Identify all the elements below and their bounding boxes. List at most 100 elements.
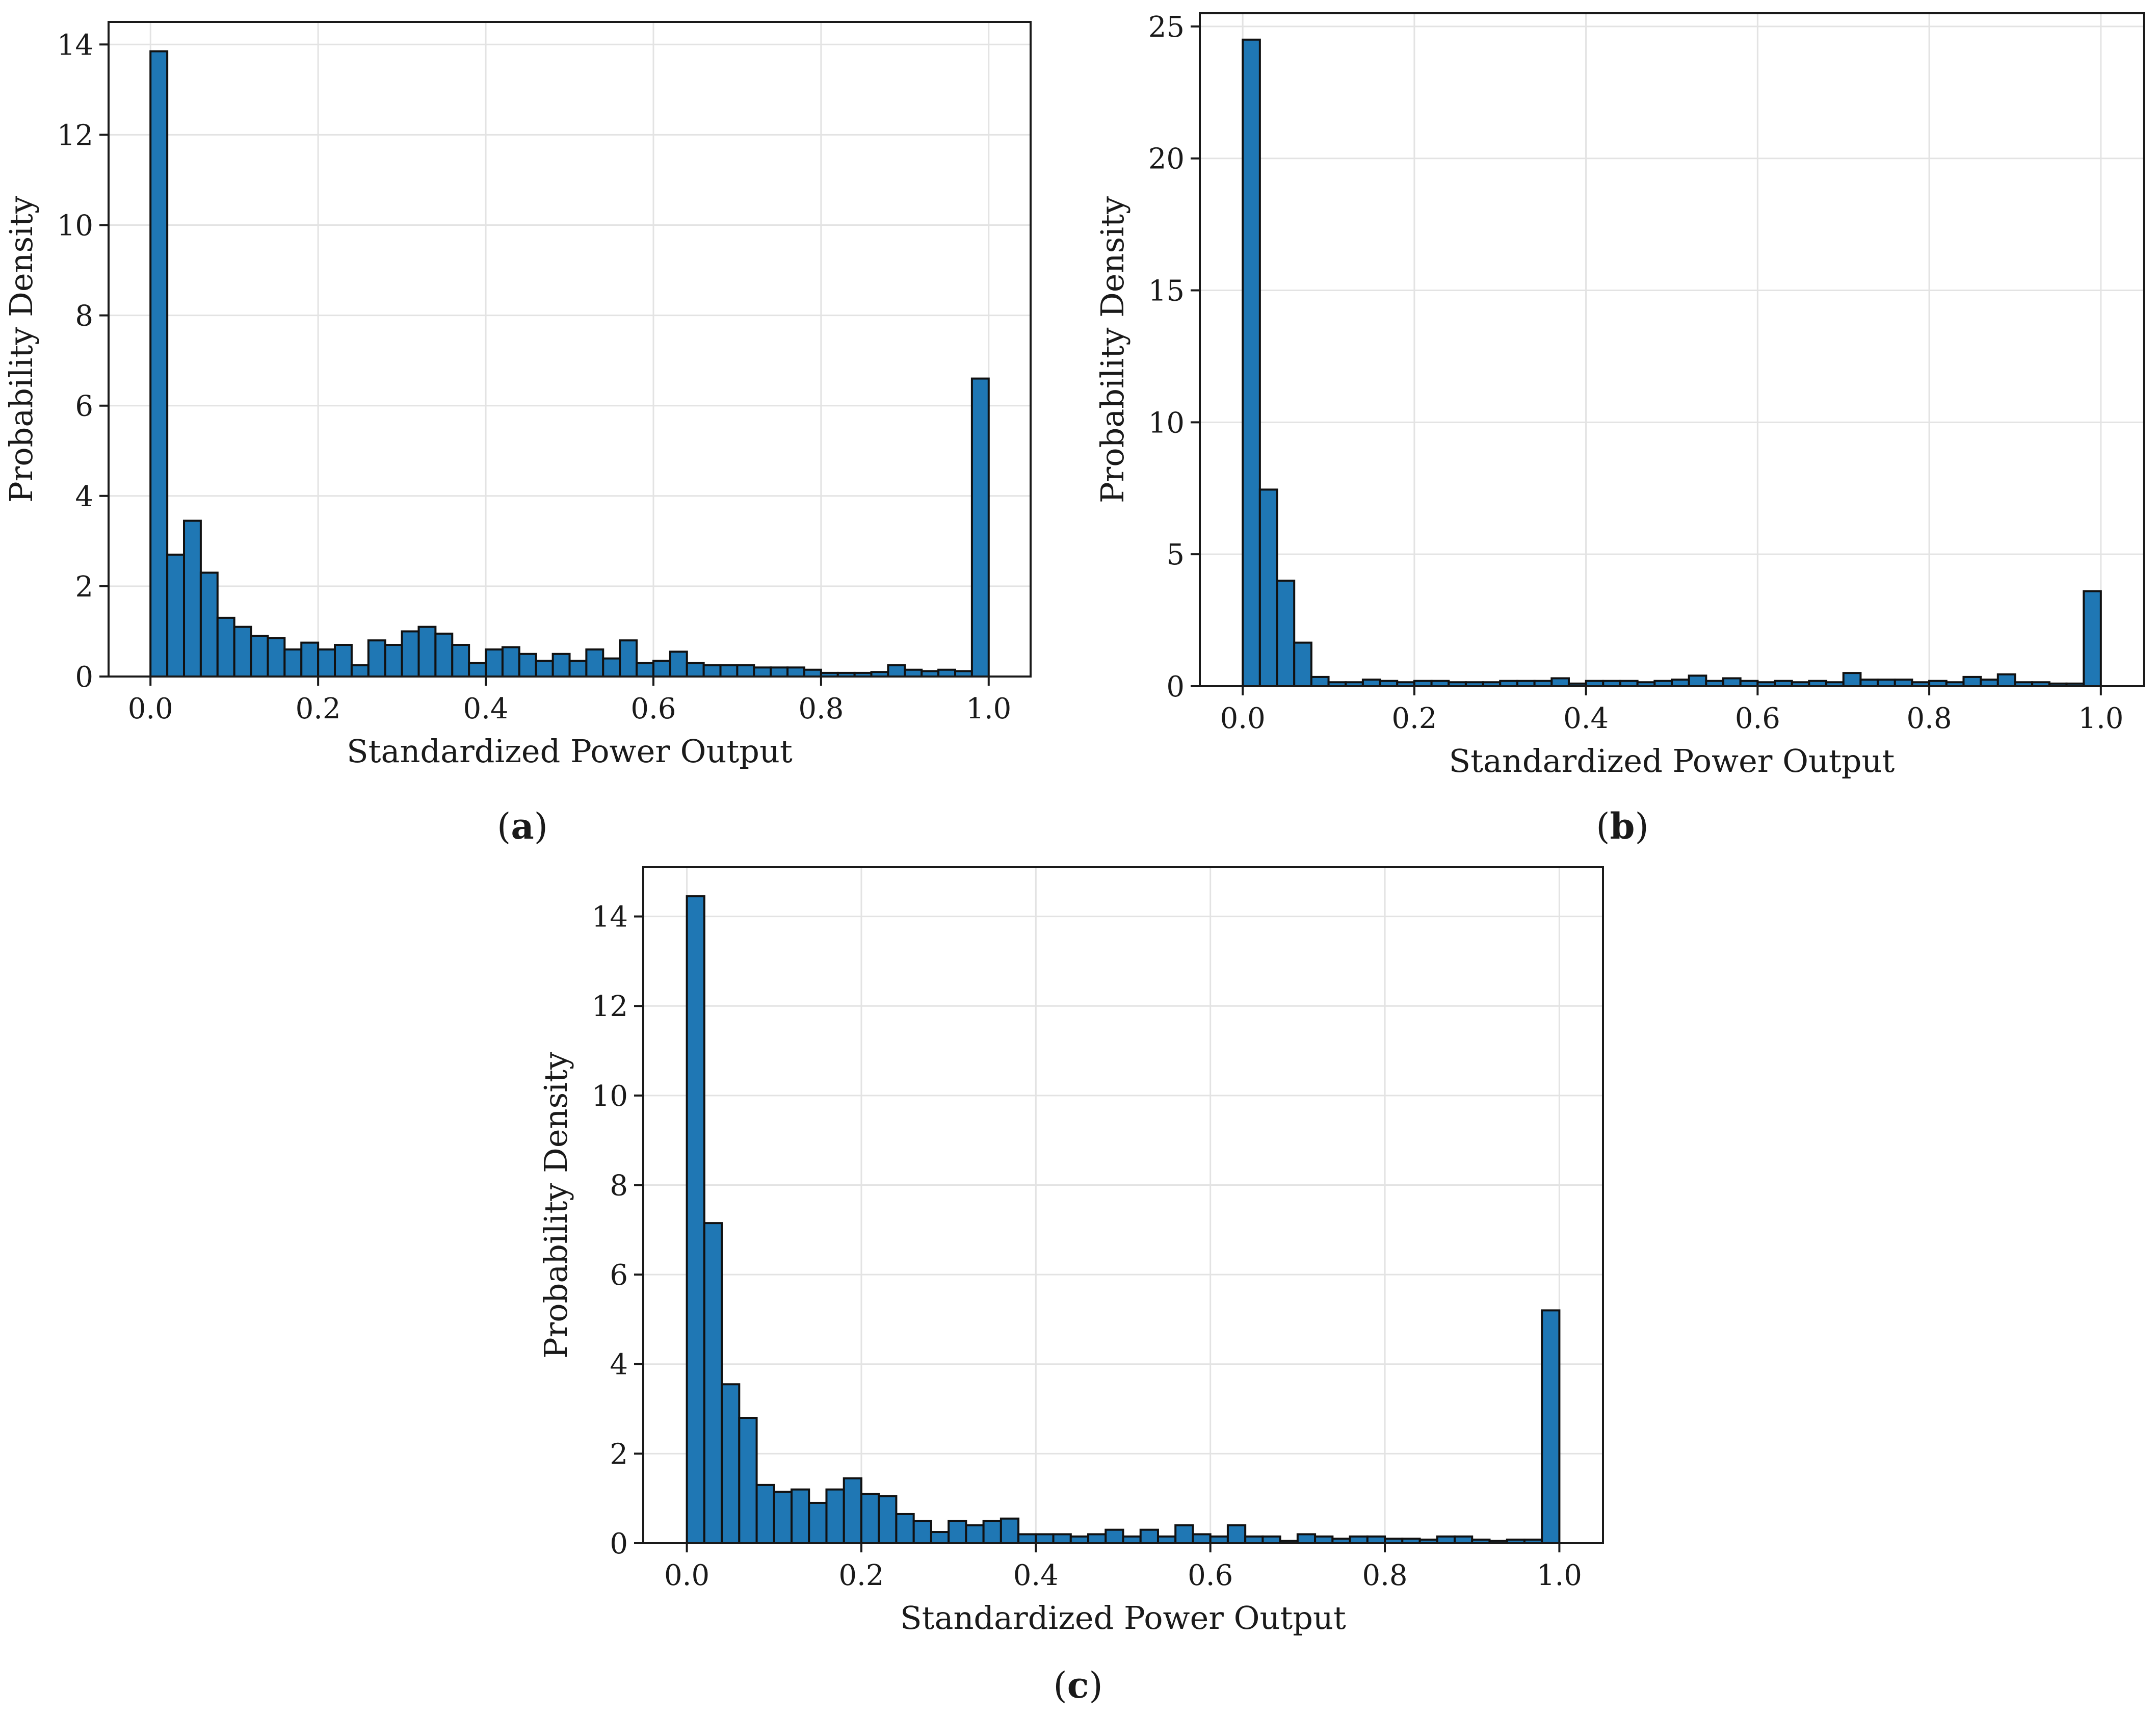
histogram-bar — [417, 626, 437, 678]
x-axis-label: Standardized Power Output — [1449, 742, 1895, 779]
histogram-bar — [1541, 1309, 1561, 1545]
histogram-bar — [384, 644, 403, 678]
histogram-bar — [808, 1501, 828, 1544]
y-tick-label: 6 — [75, 390, 93, 423]
x-tick-label: 1.0 — [2078, 702, 2123, 735]
histogram-bar — [636, 662, 654, 678]
y-tick-label: 4 — [75, 480, 93, 513]
histogram-bar — [786, 666, 805, 678]
histogram-bar — [1052, 1533, 1072, 1544]
histogram-bar — [736, 664, 755, 678]
histogram-bar — [199, 571, 219, 678]
histogram-bar — [1293, 641, 1312, 688]
histogram-bar — [518, 653, 537, 678]
histogram-bar — [300, 641, 320, 678]
chart-panel-3: 0.0 0.2 0.4 0.6 0.8 1.0 0 2 4 6 8 10 12 14 Standardize… — [537, 866, 1604, 1706]
histogram-bar — [551, 653, 571, 678]
histogram-bar — [721, 1383, 741, 1545]
histogram-bar — [334, 644, 353, 678]
x-tick-label: 1.0 — [966, 692, 1011, 725]
histogram-bar — [702, 664, 722, 678]
histogram-bar — [1310, 675, 1330, 687]
histogram-bar — [1688, 674, 1707, 687]
histogram-bar — [535, 660, 554, 678]
histogram-bar — [1722, 677, 1742, 687]
histogram-bar — [753, 666, 772, 678]
x-tick-label: 0.8 — [1362, 1559, 1408, 1592]
y-tick-label: 20 — [1148, 143, 1185, 176]
histogram-bar — [619, 639, 638, 678]
chart-panel-2: 0.0 0.2 0.4 0.6 0.8 1.0 0 5 10 15 20 25 Standardized… — [1094, 11, 2145, 847]
histogram-bar — [233, 626, 252, 678]
histogram-bar — [568, 660, 588, 678]
histogram-bar — [216, 616, 235, 678]
histogram-bar — [843, 1477, 862, 1545]
y-tick-label: 2 — [610, 1438, 628, 1471]
x-tick-label: 0.2 — [1391, 702, 1437, 735]
histogram-bar — [602, 657, 621, 678]
histogram-bar — [669, 651, 688, 678]
histogram-bar — [930, 1531, 950, 1545]
y-tick-label: 10 — [57, 209, 93, 242]
histogram-bar — [1296, 1533, 1317, 1544]
histogram-bar — [686, 662, 705, 678]
y-tick-label: 14 — [592, 901, 628, 934]
y-tick-label: 12 — [592, 990, 628, 1023]
y-axis-label: Probability Density — [1094, 196, 1131, 503]
panel-label: (a) — [497, 805, 548, 847]
histogram-bar — [1226, 1524, 1247, 1545]
y-tick-label: 15 — [1148, 275, 1185, 308]
histogram-bar — [825, 1488, 845, 1545]
histogram-bar — [860, 1493, 880, 1545]
histogram-bar — [878, 1495, 898, 1544]
histogram-bar — [1105, 1528, 1124, 1544]
histogram-bar — [1087, 1533, 1107, 1544]
histogram-bar — [1035, 1533, 1055, 1544]
histogram-bar — [317, 648, 336, 678]
histogram-bar — [350, 664, 370, 678]
y-tick-label: 10 — [592, 1080, 628, 1113]
histogram-bar — [585, 648, 604, 678]
y-tick-label: 2 — [75, 570, 93, 604]
y-tick-label: 8 — [75, 300, 93, 333]
y-tick-label: 0 — [75, 661, 93, 694]
panel-label: (c) — [1053, 1664, 1102, 1706]
y-tick-label: 4 — [610, 1348, 628, 1382]
histogram-bar — [652, 660, 671, 678]
histogram-bar — [1017, 1533, 1037, 1544]
y-tick-label: 12 — [57, 119, 93, 152]
x-tick-label: 0.8 — [798, 692, 844, 725]
histogram-bar — [773, 1491, 793, 1544]
histogram-bar — [719, 664, 739, 678]
histogram-bar — [970, 377, 990, 678]
y-tick-label: 5 — [1166, 538, 1185, 571]
x-tick-label: 0.0 — [1220, 702, 1266, 735]
panel-label: (b) — [1596, 805, 1649, 847]
histogram-bar — [250, 635, 269, 678]
x-axis-label: Standardized Power Output — [900, 1599, 1346, 1636]
y-tick-label: 8 — [610, 1169, 628, 1202]
y-tick-label: 6 — [610, 1259, 628, 1292]
histogram-bar — [367, 639, 386, 678]
histogram-bar — [501, 646, 520, 678]
x-tick-label: 0.2 — [838, 1559, 884, 1592]
x-tick-label: 0.2 — [296, 692, 341, 725]
axes-frame — [642, 866, 1604, 1544]
histogram-bar — [451, 644, 470, 678]
histogram-bar — [1000, 1517, 1020, 1544]
x-tick-label: 0.0 — [664, 1559, 709, 1592]
x-tick-label: 0.6 — [1735, 702, 1780, 735]
y-tick-label: 25 — [1148, 11, 1185, 44]
x-tick-label: 0.8 — [1907, 702, 1952, 735]
x-tick-label: 0.4 — [1563, 702, 1609, 735]
histogram-bar — [2083, 590, 2102, 688]
histogram-bar — [1242, 38, 1261, 688]
x-tick-label: 0.4 — [463, 692, 509, 725]
histogram-bar — [982, 1520, 1002, 1545]
chart-panel-1: 0.0 0.2 0.4 0.6 0.8 1.0 0 2 4 6 8 10 12 14 Standardize… — [3, 21, 1032, 847]
histogram-bar — [1139, 1528, 1159, 1544]
y-axis-label: Probability Density — [3, 196, 40, 503]
y-tick-label: 14 — [57, 29, 93, 62]
x-axis-label: Standardized Power Output — [347, 733, 793, 770]
histogram-bar — [183, 519, 202, 678]
